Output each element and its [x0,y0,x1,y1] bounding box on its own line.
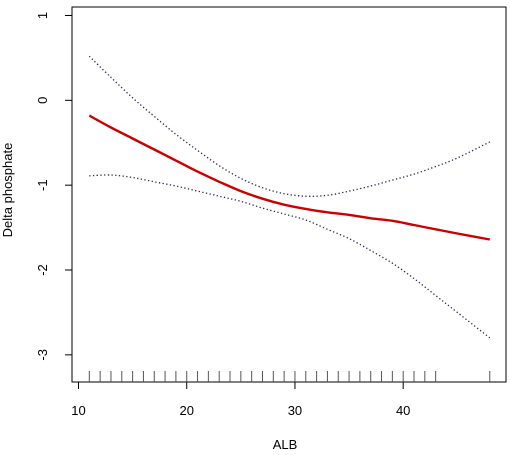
y-tick-label: 1 [35,12,50,19]
x-tick-label: 20 [179,403,193,418]
y-tick-label: 0 [35,97,50,104]
x-axis: 10 20 30 40 [71,382,410,418]
series-lines [88,55,491,339]
y-tick-label: -2 [35,264,50,276]
x-tick-label: 30 [288,403,302,418]
series-line-upper-ci [88,55,491,197]
rug-marks [88,371,491,382]
y-tick-label: -1 [35,179,50,191]
y-axis-label: Delta phosphate [0,143,15,238]
series-line-fit [88,114,491,241]
plot-frame [71,6,507,383]
y-axis: -3 -2 -1 0 1 [35,12,72,361]
x-tick-label: 40 [396,403,410,418]
x-axis-label: ALB [273,437,298,452]
x-tick-label: 10 [71,403,85,418]
series-line-lower-ci [89,174,491,339]
y-tick-label: -3 [35,349,50,361]
